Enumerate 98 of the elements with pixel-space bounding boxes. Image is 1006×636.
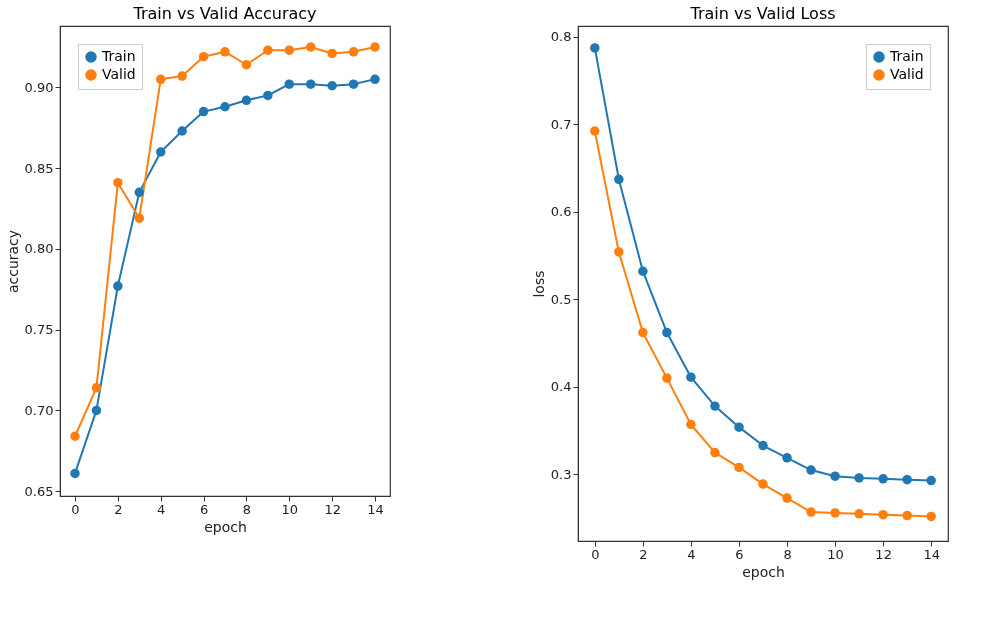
point <box>758 479 768 489</box>
y-tick-label: 0.85 <box>24 160 54 176</box>
point <box>241 95 252 106</box>
point <box>327 81 337 91</box>
x-tick-label: 0 <box>71 501 80 517</box>
point <box>686 419 696 430</box>
point <box>220 102 230 112</box>
point <box>348 47 359 57</box>
point <box>305 79 316 89</box>
point <box>327 48 337 59</box>
point <box>263 45 273 55</box>
x-tick-label: 14 <box>367 501 384 517</box>
point <box>198 51 209 62</box>
x-tick-label: 12 <box>324 501 341 517</box>
point <box>878 474 888 484</box>
x-tick-label: 4 <box>157 501 166 517</box>
point <box>614 174 624 185</box>
point <box>590 126 600 136</box>
point <box>662 373 672 383</box>
y-tick-label: 0.7 <box>550 116 572 132</box>
x-tick-label: 10 <box>827 546 844 562</box>
point <box>263 90 273 101</box>
x-tick-label: 4 <box>687 546 696 562</box>
point <box>734 422 744 432</box>
point <box>177 71 187 81</box>
point <box>878 509 888 520</box>
point <box>284 45 295 55</box>
point <box>113 177 123 188</box>
x-tick-label: 6 <box>735 546 744 562</box>
point <box>614 247 624 257</box>
x-tick-label: 8 <box>783 546 792 562</box>
point <box>926 475 936 486</box>
point <box>70 431 80 441</box>
x-axis-title: epoch <box>742 563 785 580</box>
legend-label: Valid <box>890 66 924 82</box>
point <box>370 42 380 52</box>
y-tick-label: 0.6 <box>550 204 572 220</box>
point <box>902 510 912 521</box>
point <box>177 126 187 136</box>
point <box>686 372 696 382</box>
y-tick-label: 0.5 <box>550 291 572 307</box>
point <box>854 509 864 519</box>
point <box>305 42 316 52</box>
point <box>134 187 145 198</box>
x-tick-label: 12 <box>875 546 892 562</box>
point <box>782 493 792 503</box>
point <box>134 213 145 223</box>
legend-label: Valid <box>102 66 136 82</box>
point <box>590 43 600 53</box>
point <box>198 106 209 117</box>
point <box>284 79 295 89</box>
point <box>758 440 768 451</box>
y-tick-label: 0.80 <box>24 241 54 257</box>
y-axis-title: loss <box>530 270 547 298</box>
point <box>348 79 359 89</box>
point <box>926 511 936 522</box>
y-tick-label: 0.4 <box>550 379 572 395</box>
point <box>782 453 792 463</box>
point <box>830 508 840 518</box>
point <box>662 327 672 338</box>
point <box>710 447 720 458</box>
point <box>241 60 252 70</box>
chart-title: Train vs Valid Loss <box>689 4 836 23</box>
x-tick-label: 2 <box>114 501 123 517</box>
x-axis-title: epoch <box>204 518 247 535</box>
point <box>638 266 648 276</box>
y-tick-label: 0.75 <box>24 322 54 338</box>
point <box>830 471 840 481</box>
chart-title: Train vs Valid Accuracy <box>132 4 317 23</box>
point <box>220 47 230 57</box>
x-tick-label: 2 <box>639 546 648 562</box>
point <box>70 468 80 479</box>
point <box>155 147 166 157</box>
y-tick-label: 0.70 <box>24 402 54 418</box>
legend-label: Train <box>101 48 136 64</box>
x-tick-label: 14 <box>923 546 940 562</box>
point <box>902 474 912 485</box>
point <box>113 281 123 291</box>
point <box>806 465 816 475</box>
y-tick-label: 0.65 <box>24 483 54 499</box>
point <box>854 473 864 483</box>
y-tick-label: 0.8 <box>550 29 572 45</box>
x-tick-label: 10 <box>281 501 299 517</box>
point <box>91 383 102 393</box>
point <box>710 401 720 411</box>
x-tick-label: 8 <box>242 501 252 517</box>
x-tick-label: 0 <box>591 546 600 562</box>
point <box>734 462 744 473</box>
point <box>638 327 648 338</box>
point <box>806 507 816 517</box>
legend-label: Train <box>889 48 924 64</box>
x-tick-label: 6 <box>199 501 209 517</box>
point <box>370 74 380 85</box>
point <box>155 74 166 85</box>
y-tick-label: 0.3 <box>550 466 572 482</box>
y-axis-title: accuracy <box>4 229 21 294</box>
point <box>91 405 102 416</box>
y-tick-label: 0.90 <box>24 79 54 95</box>
